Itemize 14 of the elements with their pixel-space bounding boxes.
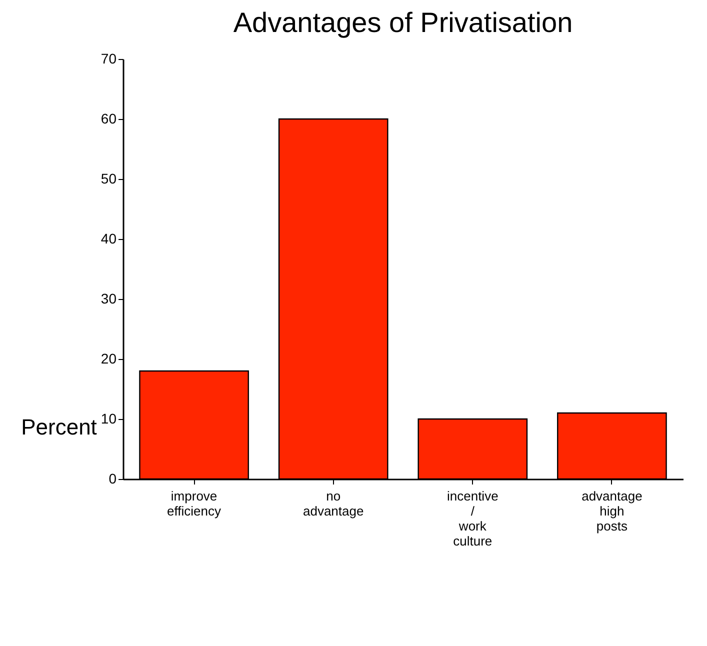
y-tick-label: 50 <box>100 170 117 186</box>
y-tick-label: 60 <box>100 110 117 126</box>
x-tick-label: advantage high posts <box>582 488 642 534</box>
y-tick-label: 20 <box>100 350 117 366</box>
chart-title: Advantages of Privatisation <box>233 7 573 38</box>
y-axis-title: Percent <box>21 414 97 440</box>
y-tick-label: 30 <box>100 290 117 306</box>
x-tick-label: improve efficiency <box>167 488 222 518</box>
y-tick-label: 0 <box>108 470 117 486</box>
y-tick-label: 70 <box>100 50 117 66</box>
y-tick-label: 10 <box>100 410 117 426</box>
x-tick-label: no advantage <box>302 488 364 518</box>
y-tick-label: 40 <box>100 230 117 246</box>
x-tick-label: incentive / work culture <box>446 488 498 548</box>
